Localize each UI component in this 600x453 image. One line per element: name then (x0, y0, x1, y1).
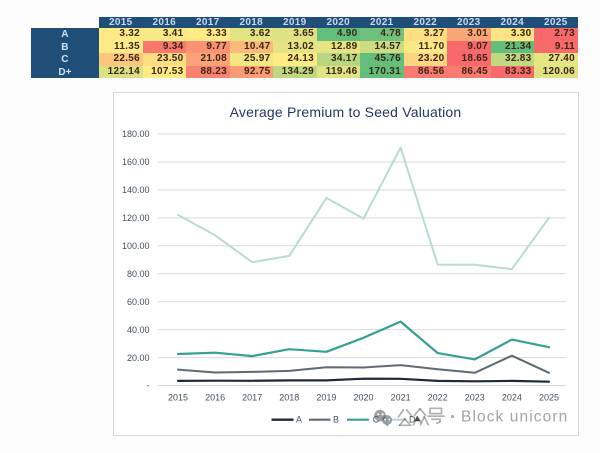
svg-text:B: B (333, 415, 339, 425)
svg-text:2022: 2022 (428, 393, 448, 403)
svg-text:Average Premium to Seed Valuat: Average Premium to Seed Valuation (230, 104, 462, 120)
svg-text:140.00: 140.00 (122, 185, 150, 195)
svg-text:-: - (147, 381, 150, 391)
svg-text:2025: 2025 (539, 393, 559, 403)
svg-text:Block unicorn: Block unicorn (461, 409, 568, 426)
svg-text:2019: 2019 (316, 393, 336, 403)
svg-text:2024: 2024 (502, 393, 522, 403)
svg-text:60.00: 60.00 (127, 297, 150, 307)
svg-text:160.00: 160.00 (122, 157, 150, 167)
svg-text:2018: 2018 (279, 393, 299, 403)
svg-text:2015: 2015 (168, 393, 188, 403)
svg-text:120.00: 120.00 (122, 213, 150, 223)
svg-text:D: D (409, 415, 416, 425)
svg-text:40.00: 40.00 (127, 325, 150, 335)
svg-text:2016: 2016 (205, 393, 225, 403)
svg-text:180.00: 180.00 (122, 129, 150, 139)
svg-text:2020: 2020 (353, 393, 373, 403)
svg-text:2023: 2023 (465, 393, 485, 403)
svg-text:2021: 2021 (391, 393, 411, 403)
svg-text:2017: 2017 (242, 393, 262, 403)
svg-text:100.00: 100.00 (122, 241, 150, 251)
svg-text:20.00: 20.00 (127, 353, 150, 363)
svg-text:80.00: 80.00 (127, 269, 150, 279)
svg-text:A: A (296, 415, 302, 425)
